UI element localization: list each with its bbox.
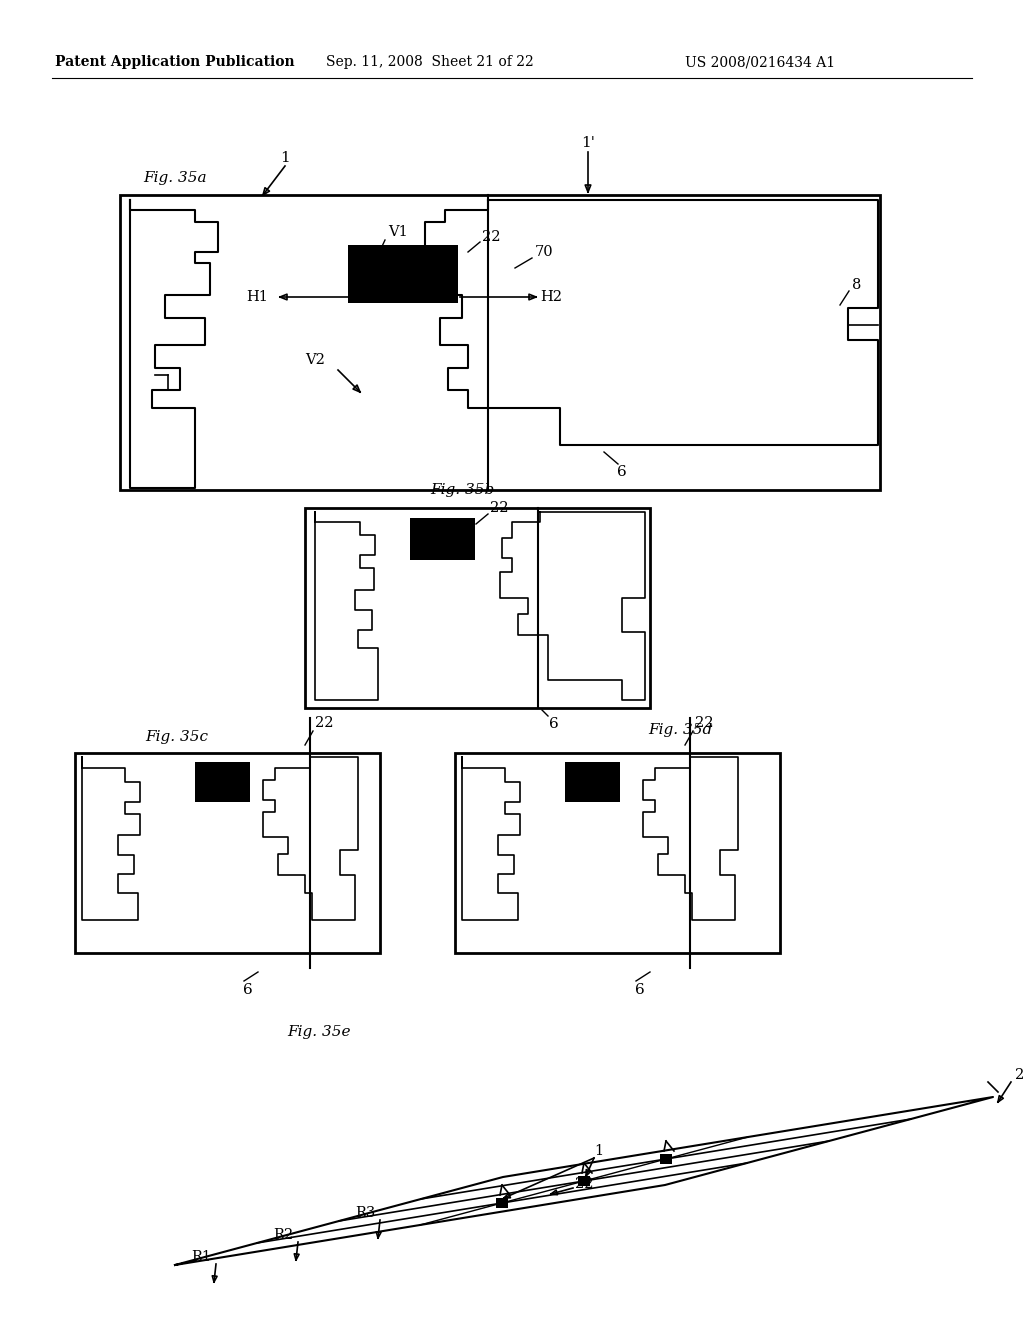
Text: V2: V2: [305, 352, 325, 367]
Text: 6: 6: [617, 465, 627, 479]
Bar: [660, 1154, 672, 1164]
Text: 1: 1: [281, 150, 290, 165]
Text: 6: 6: [635, 983, 645, 997]
Text: US 2008/0216434 A1: US 2008/0216434 A1: [685, 55, 835, 69]
Text: 6: 6: [243, 983, 253, 997]
Text: 22: 22: [575, 1177, 594, 1191]
Text: 70: 70: [535, 246, 554, 259]
Text: 22: 22: [315, 715, 334, 730]
Text: Patent Application Publication: Patent Application Publication: [55, 55, 295, 69]
Text: 22': 22': [1015, 1068, 1024, 1082]
Bar: [195, 762, 250, 803]
Text: Fig. 35a: Fig. 35a: [143, 172, 207, 185]
Text: 6: 6: [549, 717, 559, 731]
Text: V1: V1: [388, 224, 408, 239]
Text: H1: H1: [246, 290, 268, 304]
Bar: [75, 752, 380, 953]
Text: Fig. 35e: Fig. 35e: [287, 1026, 350, 1039]
Bar: [348, 246, 458, 304]
Text: 22: 22: [490, 502, 509, 515]
Text: H2: H2: [540, 290, 562, 304]
Text: 22: 22: [482, 230, 501, 244]
Text: Fig. 35c: Fig. 35c: [145, 730, 208, 744]
Bar: [496, 1199, 508, 1208]
Bar: [120, 195, 880, 490]
Text: Fig. 35b: Fig. 35b: [430, 483, 495, 498]
Text: 1: 1: [595, 1144, 603, 1158]
Text: Sep. 11, 2008  Sheet 21 of 22: Sep. 11, 2008 Sheet 21 of 22: [326, 55, 534, 69]
Text: R1: R1: [191, 1250, 211, 1265]
Text: R3: R3: [354, 1206, 375, 1220]
Text: 22: 22: [695, 715, 714, 730]
Bar: [455, 752, 780, 953]
Bar: [410, 517, 475, 560]
Bar: [565, 762, 620, 803]
Text: 8: 8: [852, 279, 861, 292]
Text: 1': 1': [581, 136, 595, 150]
Text: Fig. 35d: Fig. 35d: [648, 723, 713, 737]
Bar: [578, 1176, 590, 1185]
Bar: [305, 508, 650, 708]
Text: R2: R2: [272, 1228, 293, 1242]
